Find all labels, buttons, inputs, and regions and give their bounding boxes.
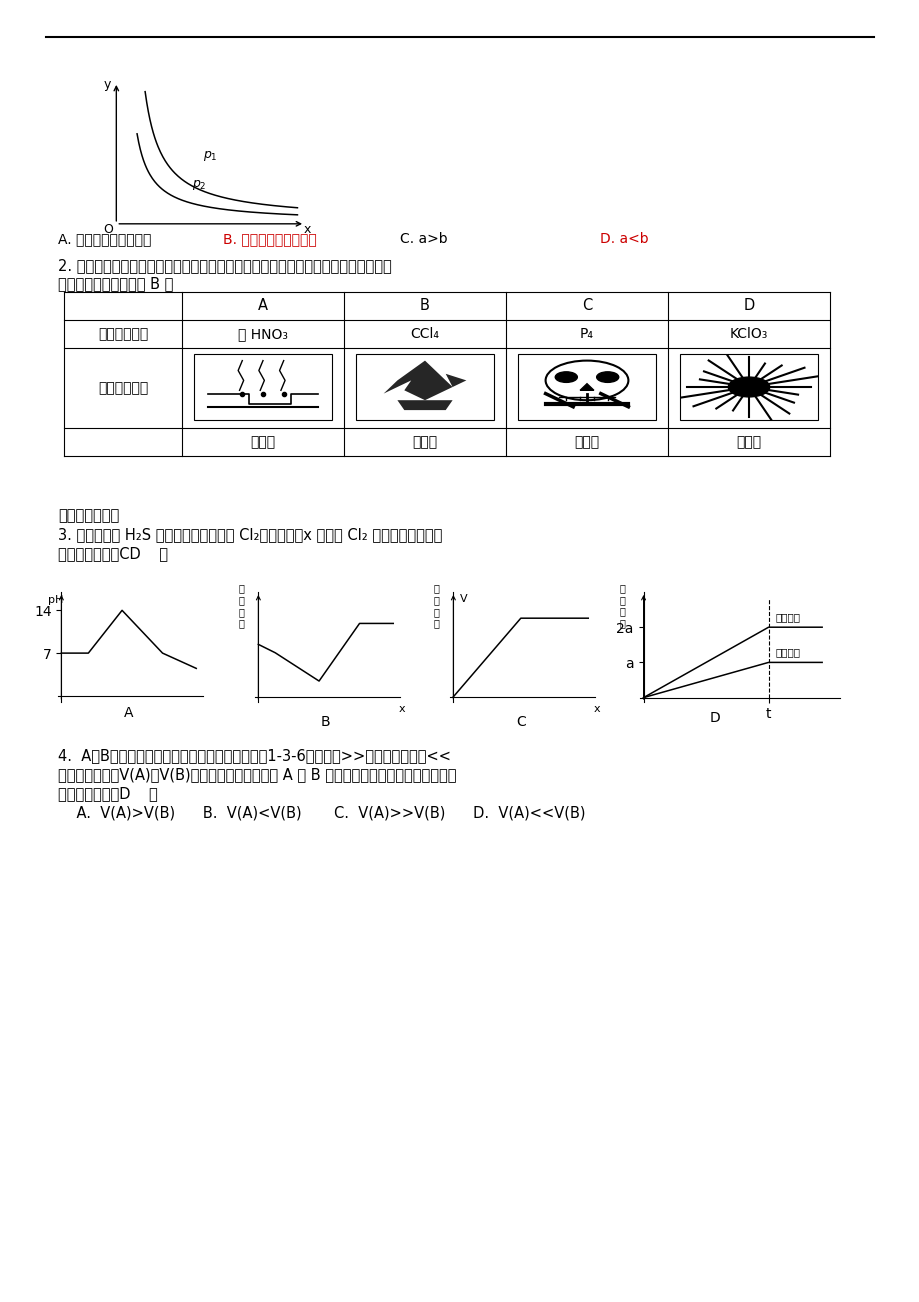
Text: KClO₃: KClO₃ [729,327,767,341]
Text: 还原产物: 还原产物 [775,612,800,622]
Text: B: B [420,298,429,314]
Text: 腐蚀性: 腐蚀性 [250,435,276,449]
Text: 氧化产物: 氧化产物 [775,647,800,658]
Text: P₄: P₄ [579,327,594,341]
Text: 图 1-3-4: 图 1-3-4 [180,210,229,224]
Text: 4.  A、B两物质的溶解度与压强、温度的关系如图1-3-6所示，若>>表示远远大于，<<: 4. A、B两物质的溶解度与压强、温度的关系如图1-3-6所示，若>>表示远远大… [58,749,450,763]
Text: 的变化关系是（CD    ）: 的变化关系是（CD ） [58,546,168,561]
Text: C: C [581,298,592,314]
Text: A. 上述反应是放热反应: A. 上述反应是放热反应 [58,232,160,246]
Text: C. a>b: C. a>b [400,232,495,246]
Text: D. a<b: D. a<b [599,232,648,246]
Text: 不同温度下 G 的体积分数: 不同温度下 G 的体积分数 [153,195,256,210]
Text: 质，贴错了标签的是（ B ）: 质，贴错了标签的是（ B ） [58,276,173,292]
Text: 【答案与提示】: 【答案与提示】 [58,508,119,523]
Text: $p_1$: $p_1$ [203,150,218,163]
Bar [517,354,655,421]
Text: D: D [743,298,754,314]
Text: y: y [103,78,110,91]
Text: 物
质
的
量: 物 质 的 量 [618,583,624,628]
Bar [356,354,494,421]
Text: $p_2$: $p_2$ [191,178,206,191]
Circle shape [555,372,577,383]
Text: pH: pH [48,595,63,605]
Text: D: D [709,711,720,725]
Text: 导
电
能
力: 导 电 能 力 [238,583,244,629]
Text: x: x [593,704,599,715]
Bar [679,354,817,421]
Text: x: x [303,224,311,237]
Polygon shape [397,400,452,410]
Text: 3. 在一定量的 H₂S 水溶液中，逐渐通入 Cl₂，符合图（x 轴代表 Cl₂ 的物质的量）所示: 3. 在一定量的 H₂S 水溶液中，逐渐通入 Cl₂，符合图（x 轴代表 Cl₂… [58,527,442,542]
Text: 中最合理的是（D    ）: 中最合理的是（D ） [58,786,157,801]
Text: 物质的化学式: 物质的化学式 [97,327,148,341]
Text: B. 上述反应是吸热反应: B. 上述反应是吸热反应 [222,232,325,246]
Text: 2. 对于易燃易爆有毒的化学物质，往往会在其包装上贴上危险警告标签。下面所列物: 2. 对于易燃易爆有毒的化学物质，往往会在其包装上贴上危险警告标签。下面所列物 [58,258,391,273]
Text: C: C [516,715,525,729]
Text: 爆炸性: 爆炸性 [735,435,761,449]
Text: CCl₄: CCl₄ [410,327,439,341]
Text: A: A [257,298,267,314]
Text: 易燃的: 易燃的 [412,435,437,449]
Text: 表示远远小于，V(A)、V(B)分别表示等物质的量的 A 和 B 在常温、常压的体积，则下列关系: 表示远远小于，V(A)、V(B)分别表示等物质的量的 A 和 B 在常温、常压的… [58,767,456,783]
Text: A.  V(A)>V(B)      B.  V(A)<V(B)       C.  V(A)>>V(B)      D.  V(A)<<V(B): A. V(A)>V(B) B. V(A)<V(B) C. V(A)>>V(B) … [58,806,584,822]
Text: 浓 HNO₃: 浓 HNO₃ [238,327,288,341]
Circle shape [728,378,769,397]
Text: x: x [398,704,404,715]
Text: V: V [460,594,467,604]
Bar [194,354,332,421]
Text: 沉
淀
数
量: 沉 淀 数 量 [433,583,439,629]
Text: 危险警告标签: 危险警告标签 [97,381,148,395]
Polygon shape [580,384,594,391]
Text: O: O [103,224,113,237]
Polygon shape [383,361,466,400]
Text: A: A [124,706,133,720]
Text: B: B [321,715,330,729]
Text: 有毒的: 有毒的 [573,435,599,449]
Circle shape [596,372,618,383]
